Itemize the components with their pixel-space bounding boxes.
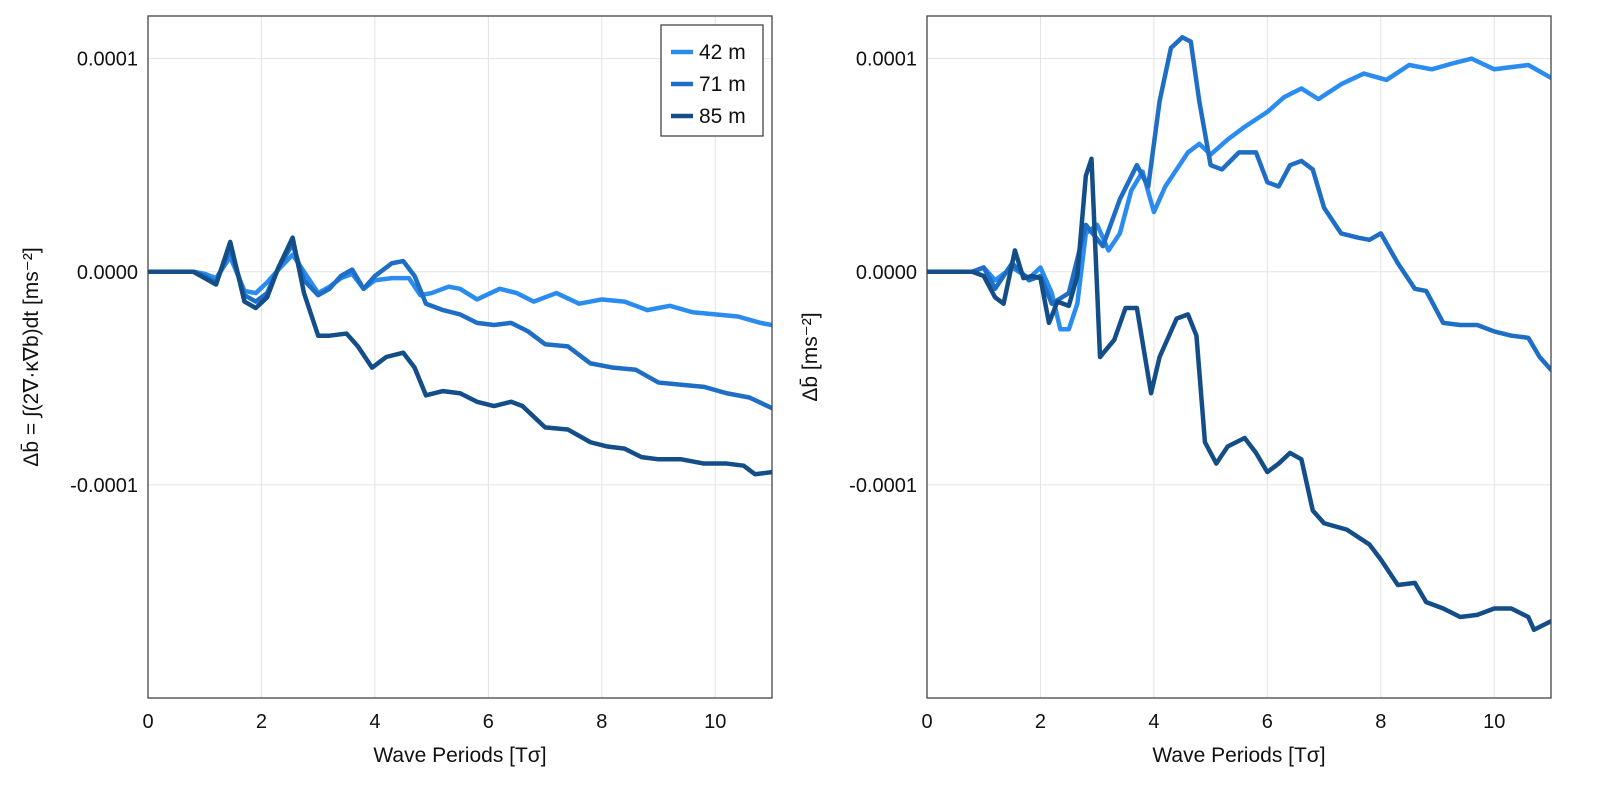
series-line-71-m — [148, 241, 772, 411]
x-tick-label: 4 — [1148, 711, 1159, 733]
legend-label: 42 m — [699, 41, 746, 64]
y-tick-label: 0.0001 — [856, 49, 917, 71]
legend-label: 71 m — [699, 73, 746, 96]
x-tick-label: 2 — [1035, 711, 1046, 733]
series-line-42-m — [148, 252, 772, 328]
x-tick-label: 10 — [1483, 711, 1505, 733]
series-lines — [927, 35, 1551, 633]
y-tick-label: -0.0001 — [849, 475, 917, 497]
legend-label: 85 m — [699, 105, 746, 128]
x-tick-label: 0 — [142, 711, 153, 733]
y-tick-label: 0.0000 — [77, 262, 138, 284]
x-tick-label: 10 — [704, 711, 726, 733]
x-tick-label: 6 — [483, 711, 494, 733]
x-tick-label: 2 — [256, 711, 267, 733]
left-panel: 0 2 4 6 8 10 0.0001 0.0000 -0.0001 Wave Periods [… — [20, 15, 773, 767]
series-lines — [148, 235, 772, 477]
x-tick-label: 6 — [1262, 711, 1273, 733]
series-line-85-m — [927, 156, 1551, 633]
series-line-85-m — [148, 235, 772, 477]
x-tick-label: 8 — [1375, 711, 1386, 733]
series-line-71-m — [927, 35, 1551, 373]
y-tick-label: 0.0001 — [77, 49, 138, 71]
y-axis-label: Δb̄ = ∫(2∇·κ∇b)dt [ms⁻²] — [20, 247, 43, 466]
y-tick-label: 0.0000 — [856, 262, 917, 284]
x-axis-label: Wave Periods [Tσ] — [1152, 744, 1325, 767]
x-tick-label: 8 — [596, 711, 607, 733]
right-panel: 0 2 4 6 8 10 0.0001 0.0000 -0.0001 Wave Periods [… — [799, 15, 1552, 767]
plot-frame — [926, 15, 1552, 699]
x-tick-label: 4 — [369, 711, 380, 733]
plot-frame — [147, 15, 773, 699]
x-axis-label: Wave Periods [Tσ] — [373, 744, 546, 767]
legend: 42 m 71 m 85 m — [660, 24, 764, 137]
y-tick-label: -0.0001 — [70, 475, 138, 497]
series-line-42-m — [927, 56, 1551, 332]
x-tick-label: 0 — [921, 711, 932, 733]
y-axis-label: Δb̄ [ms⁻²] — [799, 312, 822, 401]
